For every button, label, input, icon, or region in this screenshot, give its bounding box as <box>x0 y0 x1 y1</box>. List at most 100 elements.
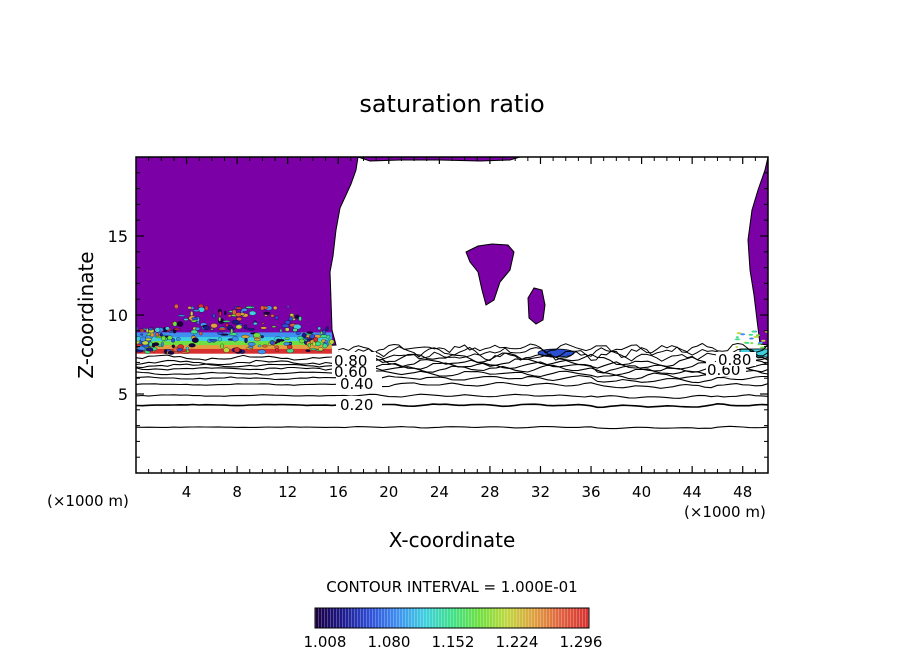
cloud-speckle <box>186 349 190 353</box>
cloud-speckle <box>174 303 179 309</box>
y-tick-label: 15 <box>108 227 128 246</box>
cloud-speckle <box>191 317 199 321</box>
cloud-speckle <box>325 326 329 332</box>
cloud-speckle <box>274 345 279 349</box>
cloud-speckle <box>281 323 290 328</box>
cloud-speckle <box>740 333 746 336</box>
y-tick-label: 10 <box>108 306 128 325</box>
cloud-speckle <box>289 313 294 317</box>
cloud-speckle <box>318 347 324 352</box>
cloud-speckle <box>218 311 222 317</box>
cloud-speckle <box>241 334 250 339</box>
cloud-speckle <box>161 341 164 347</box>
cloud-speckle <box>284 327 290 332</box>
contour-lines <box>136 342 768 430</box>
cloud-speckle <box>305 349 311 352</box>
y-tick-label: 5 <box>118 385 128 404</box>
cloud-speckle <box>218 327 227 331</box>
cloud-speckle <box>148 327 154 331</box>
cloud-speckle <box>320 334 328 338</box>
colorbar-frame <box>314 607 590 629</box>
cloud-speckle <box>229 332 238 336</box>
contour-label: 0.40 <box>340 375 373 393</box>
cloud-speckle <box>171 344 175 348</box>
cloud-speckle <box>329 339 335 345</box>
cloud-speckle <box>760 341 763 344</box>
cloud-speckle <box>322 329 326 335</box>
cloud-speckle <box>270 340 275 346</box>
cloud-speckle <box>236 306 242 310</box>
cloud-speckle <box>279 328 283 333</box>
cloud-speckle <box>322 343 328 349</box>
cloud-speckle <box>244 337 248 344</box>
cloud-speckle <box>260 335 264 339</box>
x-tick-label: 24 <box>430 483 449 501</box>
cloud-speckle <box>271 325 277 328</box>
cloud-speckle <box>227 314 232 318</box>
cloud-base-color-band <box>136 303 768 355</box>
contour-line <box>136 361 768 374</box>
cloud-speckle <box>145 347 154 352</box>
cloud-speckle <box>151 343 156 348</box>
cloud-speckle <box>187 306 192 310</box>
cloud-speckle <box>196 320 200 325</box>
cloud-speckle <box>243 324 248 330</box>
cloud-speckle <box>231 319 240 325</box>
cloud-speckle <box>260 305 265 311</box>
cloud-speckle <box>324 340 329 344</box>
colorbar-tick-label: 1.008 <box>304 633 347 651</box>
cloud-speckle <box>176 321 184 327</box>
contour-line <box>136 369 768 380</box>
cloud-speckle <box>253 332 261 338</box>
x-tick-label: 32 <box>531 483 550 501</box>
x-tick-label: 20 <box>379 483 398 501</box>
cloud-speckle <box>748 333 754 336</box>
contour-line <box>136 358 768 370</box>
cloud-speckle <box>260 326 268 330</box>
cloud-speckle <box>217 331 224 335</box>
cloud-speckle <box>185 346 190 351</box>
cloud-speckle <box>171 338 176 343</box>
cloud-speckle <box>734 338 741 341</box>
cloud-speckle <box>277 339 285 342</box>
cloud-speckle <box>148 341 153 347</box>
cloud-speckle <box>220 343 224 349</box>
cloud-speckle <box>298 316 302 322</box>
cloud-speckle <box>172 321 178 327</box>
cloud-speckle <box>247 342 256 347</box>
contour-label: 0.80 <box>718 351 751 369</box>
cloud-speckle <box>203 325 210 330</box>
cloud-speckle <box>167 351 175 355</box>
cloud-speckle <box>744 341 750 344</box>
colorbar-tick-label: 1.080 <box>368 633 411 651</box>
cloud-speckle <box>751 330 756 333</box>
cloud-speckle <box>177 314 186 317</box>
contour-labels: 0.20 0.40 0.60 0.80 0.60 0.80 <box>332 351 756 414</box>
cloud-speckle <box>168 330 173 333</box>
supersaturated-region-right <box>747 157 768 346</box>
cloud-speckle <box>161 335 166 341</box>
cloud-speckle <box>274 315 279 320</box>
cloud-speckle <box>140 333 144 336</box>
cloud-speckle <box>154 327 161 333</box>
cloud-speckle <box>233 347 240 353</box>
cloud-speckle <box>317 326 321 331</box>
cloud-speckle <box>257 349 266 355</box>
cloud-speckle <box>761 339 766 342</box>
contour-label: 0.80 <box>334 352 367 370</box>
x-tick-label: 8 <box>232 483 242 501</box>
cloud-speckle <box>286 305 290 308</box>
cloud-speckle <box>155 332 160 337</box>
x-tick-label: 4 <box>182 483 192 501</box>
cloud-speckle <box>195 326 200 331</box>
cloud-speckle <box>188 343 196 348</box>
cloud-speckle <box>263 311 271 315</box>
supersaturated-region-left <box>136 157 359 347</box>
cloud-speckle <box>284 337 290 340</box>
colorbar-tick-label: 1.296 <box>560 633 603 651</box>
cloud-speckle <box>306 331 314 334</box>
cloud-speckle <box>223 347 230 353</box>
cloud-speckle <box>190 311 194 317</box>
cloud-speckle <box>232 336 239 342</box>
